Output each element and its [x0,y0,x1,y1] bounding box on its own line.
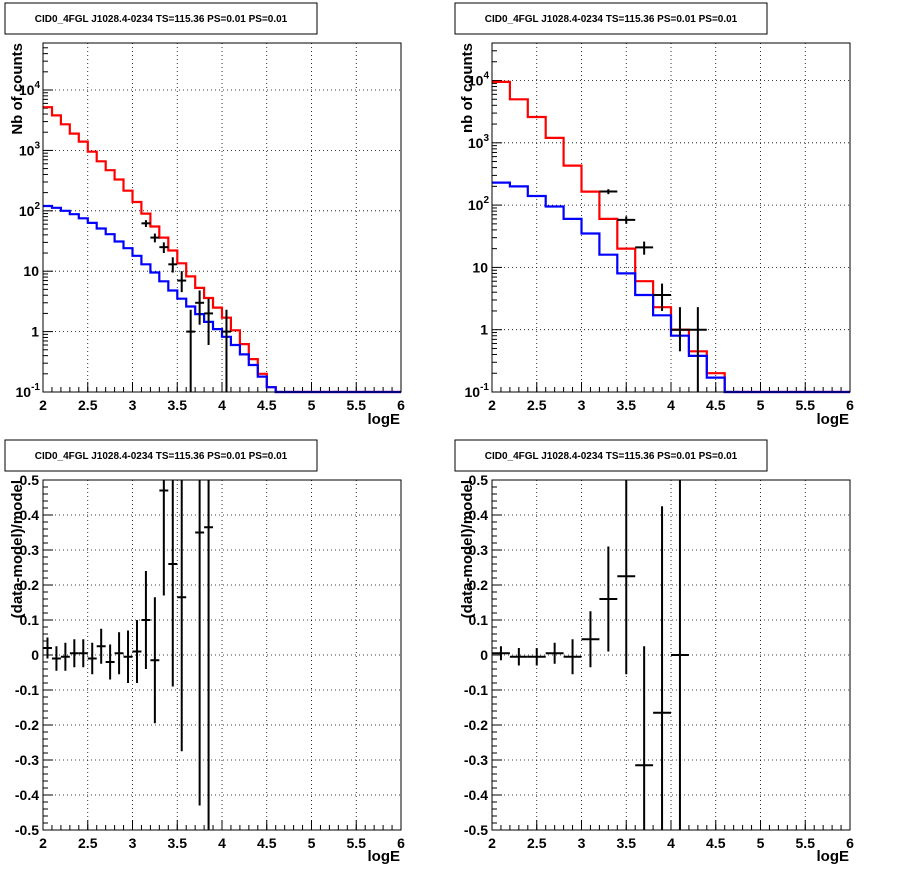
panel-title: CID0_4FGL J1028.4-0234 TS=115.36 PS=0.01… [485,14,738,25]
x-tick-label: 2.5 [78,835,98,851]
x-axis-label: logE [817,848,850,865]
y-tick-label: 0.5 [469,472,489,488]
x-tick-label: 6 [397,835,405,851]
y-axis-label: (data-model)/model [459,480,476,618]
x-tick-label: 4.5 [257,835,277,851]
y-tick-label: 0.3 [20,542,40,558]
x-tick-label: 3 [129,397,137,413]
x-axis-label: logE [368,411,401,428]
x-tick-label: 2.5 [527,835,547,851]
y-tick-label: 10-1 [16,382,41,400]
y-tick-label: 0.4 [20,507,40,523]
x-tick-label: 6 [846,397,854,413]
y-axis-label: Nb of counts [9,43,26,135]
title-box [454,2,768,35]
x-tick-label: 2 [488,397,496,413]
y-tick-label: 1 [31,324,39,340]
x-tick-label: 5 [308,835,316,851]
x-tick-label: 5 [308,397,316,413]
y-tick-label: 0.2 [469,577,489,593]
x-tick-label: 5 [757,397,765,413]
x-tick-label: 3 [578,835,586,851]
x-tick-label: 4.5 [706,397,726,413]
x-axis-label: logE [817,411,850,428]
counts-panel-left: CID0_4FGL J1028.4-0234 TS=115.36 PS=0.01… [4,2,405,428]
y-tick-label: 103 [468,133,490,151]
x-tick-label: 2 [39,835,47,851]
y-tick-label: 1 [480,322,488,338]
x-axis-label: logE [368,848,401,865]
y-tick-label: -0.2 [15,717,39,733]
plot-frame [491,479,851,831]
x-tick-label: 2 [488,835,496,851]
counts-panel-right: CID0_4FGL J1028.4-0234 TS=115.36 PS=0.01… [454,2,854,428]
plot-frame [491,42,851,393]
y-tick-label: 0.1 [469,612,489,628]
x-tick-label: 3 [129,835,137,851]
panel-title: CID0_4FGL J1028.4-0234 TS=115.36 PS=0.01… [35,451,288,462]
x-tick-label: 4.5 [706,835,726,851]
x-tick-label: 3.5 [168,397,188,413]
x-tick-label: 4 [667,835,675,851]
y-tick-label: 0.2 [20,577,40,593]
y-tick-label: 10 [23,263,39,279]
y-tick-label: 0.1 [20,612,40,628]
residuals-panel-left: CID0_4FGL J1028.4-0234 TS=115.36 PS=0.01… [4,439,405,865]
y-tick-label: -0.1 [464,682,488,698]
y-tick-label: 0.3 [469,542,489,558]
y-axis-label: (data-model)/model [9,480,26,618]
y-tick-label: -0.5 [15,822,39,838]
plot-frame [42,479,402,831]
y-tick-label: 104 [19,80,41,98]
panel-title: CID0_4FGL J1028.4-0234 TS=115.36 PS=0.01… [485,451,738,462]
x-tick-label: 6 [846,835,854,851]
x-tick-label: 3 [578,397,586,413]
y-tick-label: 103 [19,140,41,158]
y-tick-label: 104 [468,71,490,89]
x-tick-label: 3.5 [168,835,188,851]
panel-title: CID0_4FGL J1028.4-0234 TS=115.36 PS=0.01… [35,14,288,25]
x-tick-label: 2.5 [78,397,98,413]
y-tick-label: -0.1 [15,682,39,698]
x-tick-label: 4.5 [257,397,277,413]
y-tick-label: 0.5 [20,472,40,488]
x-tick-label: 4 [218,835,226,851]
y-tick-label: 102 [19,201,41,219]
y-tick-label: 0 [480,647,488,663]
y-tick-label: 102 [468,195,490,213]
x-tick-label: 5.5 [796,835,816,851]
x-tick-label: 3.5 [617,397,637,413]
y-tick-label: -0.5 [464,822,488,838]
x-tick-label: 4 [218,397,226,413]
x-tick-label: 5 [757,835,765,851]
model-histogram-series-0 [43,106,401,394]
title-box [454,439,768,472]
x-tick-label: 6 [397,397,405,413]
y-axis-label: nb of counts [459,43,476,133]
y-tick-label: -0.3 [15,752,39,768]
y-tick-label: -0.2 [464,717,488,733]
x-tick-label: 5.5 [347,835,367,851]
x-tick-label: 5.5 [796,397,816,413]
y-tick-label: 10-1 [465,382,490,400]
y-tick-label: 10 [472,259,488,275]
x-tick-label: 2 [39,397,47,413]
y-tick-label: -0.3 [464,752,488,768]
y-tick-label: -0.4 [464,787,488,803]
residuals-panel-right: CID0_4FGL J1028.4-0234 TS=115.36 PS=0.01… [454,439,854,865]
title-box [4,2,318,35]
x-tick-label: 5.5 [347,397,367,413]
x-tick-label: 2.5 [527,397,547,413]
y-tick-label: 0.4 [469,507,489,523]
model-histogram-series-0 [492,80,850,394]
title-box [4,439,318,472]
x-tick-label: 3.5 [617,835,637,851]
y-tick-label: -0.4 [15,787,39,803]
x-tick-label: 4 [667,397,675,413]
plot-frame [42,42,402,393]
y-tick-label: 0 [31,647,39,663]
